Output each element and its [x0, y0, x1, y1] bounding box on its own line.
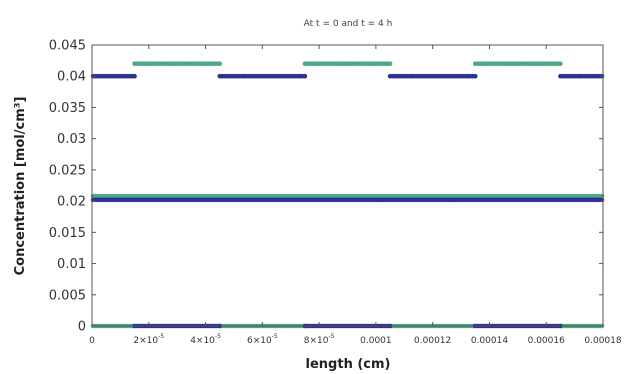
y-tick-label: 0.005 — [49, 288, 86, 303]
x-tick-label-exponent: -5 — [158, 333, 164, 340]
y-axis: 0 0.005 0.01 0.015 0.02 0.025 0.03 0.035 0.04 0.0… — [49, 39, 603, 335]
data-point — [132, 73, 137, 79]
x-tick-label-base: 0.00016 — [528, 336, 565, 346]
x-tick-label-base: 4×10 — [190, 336, 215, 346]
data-point — [302, 73, 308, 79]
x-tick-label-exponent: -5 — [328, 333, 334, 340]
y-tick-label: 0.03 — [57, 132, 86, 147]
plot-frame — [91, 44, 604, 327]
x-tick-label: 0.00016 — [528, 336, 565, 346]
x-tick-label: 0.00012 — [414, 336, 451, 346]
x-tick-label: 2×10-5 — [133, 333, 164, 346]
plot-area — [90, 61, 605, 329]
y-tick-label: 0 — [78, 320, 86, 335]
x-tick-label-base: 8×10 — [304, 336, 329, 346]
x-tick-label: 0 — [89, 336, 95, 346]
y-tick-label: 0.01 — [57, 257, 86, 272]
x-tick-label: 0.00014 — [471, 336, 508, 346]
y-tick-label: 0.045 — [49, 39, 86, 54]
y-tick-label: 0.035 — [49, 101, 86, 116]
x-tick-label: 6×10-5 — [247, 333, 278, 346]
y-tick-label: 0.04 — [57, 70, 86, 85]
y-axis-label: Concentration [mol/cm³] — [13, 97, 28, 276]
data-point — [558, 61, 563, 67]
x-tick-label-base: 2×10 — [133, 336, 158, 346]
chart-title: At t = 0 and t = 4 h — [304, 19, 393, 29]
x-axis: 0 2×10-5 4×10-5 6×10-5 8×10-5 0.0001 0.00012 0.… — [89, 45, 622, 346]
x-tick-label: 0.0001 — [360, 336, 392, 346]
x-axis-label: length (cm) — [306, 357, 391, 372]
y-tick-label: 0.02 — [57, 195, 86, 210]
y-tick-label: 0.015 — [49, 226, 86, 241]
x-tick-label: 4×10-5 — [190, 333, 221, 346]
data-point — [472, 73, 478, 79]
data-point — [217, 61, 223, 67]
x-tick-label: 0.00018 — [584, 336, 621, 346]
y-tick-label: 0.025 — [49, 163, 86, 178]
x-tick-label-exponent: -5 — [272, 333, 278, 340]
series-2 — [90, 61, 605, 329]
x-tick-label: 8×10-5 — [304, 333, 335, 346]
data-point — [387, 61, 393, 67]
x-tick-label-base: 0.00012 — [414, 336, 451, 346]
x-tick-label-base: 0.00018 — [584, 336, 621, 346]
x-tick-label-exponent: -5 — [215, 333, 221, 340]
series-1 — [90, 73, 605, 329]
x-tick-label-base: 0.0001 — [360, 336, 392, 346]
x-tick-label-base: 0.00014 — [471, 336, 508, 346]
x-tick-label-base: 6×10 — [247, 336, 272, 346]
x-tick-label-base: 0 — [89, 336, 95, 346]
